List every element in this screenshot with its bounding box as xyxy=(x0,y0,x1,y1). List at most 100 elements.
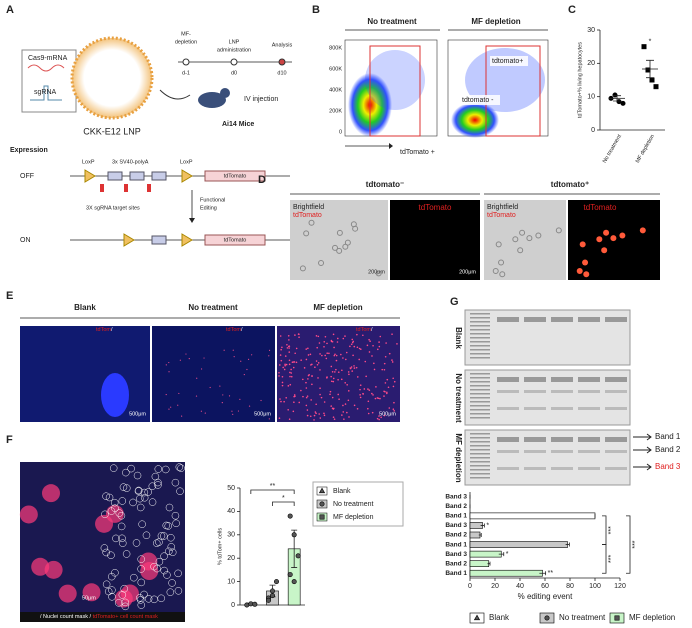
nucleus xyxy=(174,569,182,578)
cell xyxy=(378,345,381,348)
cell xyxy=(289,371,291,374)
y-tick-label: 30 xyxy=(587,27,595,34)
targets-label: 3X sgRNA target sites xyxy=(86,205,140,211)
y-tick-label: 30 xyxy=(227,532,235,539)
gel-band xyxy=(524,317,546,322)
cell xyxy=(221,402,223,404)
marker xyxy=(291,579,297,585)
cell xyxy=(279,398,281,400)
significance: * xyxy=(486,522,489,529)
timeline-label: administration xyxy=(217,47,251,53)
cell xyxy=(368,389,371,391)
timeline-label: Analysis xyxy=(272,42,293,48)
nucleus xyxy=(102,492,110,500)
gel-band xyxy=(605,437,627,442)
panel-letter: D xyxy=(258,174,266,186)
ladder-band xyxy=(470,329,490,331)
tissue-image xyxy=(20,326,150,422)
cell xyxy=(324,354,326,357)
cell xyxy=(355,366,358,369)
gate-label-bg xyxy=(460,95,500,105)
gate-label-bg xyxy=(490,56,528,66)
gel-band xyxy=(578,317,600,322)
nucleus xyxy=(160,552,168,560)
marker xyxy=(269,593,275,599)
cell xyxy=(378,341,380,343)
cell xyxy=(376,417,379,420)
cell xyxy=(332,407,335,410)
nucleus xyxy=(112,534,120,543)
error-bar xyxy=(646,59,654,79)
nucleus xyxy=(154,465,163,473)
ladder-band xyxy=(470,449,490,451)
cell xyxy=(294,395,296,398)
ladder-band xyxy=(470,349,490,351)
gel-band xyxy=(551,467,573,470)
bar xyxy=(469,569,543,577)
marker xyxy=(620,100,626,106)
marker xyxy=(653,84,659,90)
nucleus xyxy=(171,511,180,520)
cell xyxy=(601,247,608,254)
nucleus xyxy=(137,555,145,563)
cell xyxy=(279,354,282,356)
y-tick-label: 600K xyxy=(329,66,342,72)
scale-label: 200μm xyxy=(368,269,385,275)
cell xyxy=(347,390,350,392)
cell xyxy=(373,368,376,371)
cell xyxy=(582,259,589,266)
cell xyxy=(303,230,310,237)
cell xyxy=(495,241,502,248)
nucleus xyxy=(136,594,144,602)
cell xyxy=(310,399,312,401)
y-tick-label: Band 3 xyxy=(445,522,467,529)
cell xyxy=(305,404,308,407)
channel-name: tdTom xyxy=(226,327,241,333)
cell xyxy=(295,361,298,364)
channel-label: tdTomato xyxy=(487,212,516,219)
x-tick-label: No treatment xyxy=(602,133,623,164)
target-site xyxy=(100,184,104,192)
cell xyxy=(280,348,282,351)
cell xyxy=(335,359,338,362)
cell xyxy=(319,369,321,371)
cell xyxy=(330,365,333,368)
bar xyxy=(469,512,596,520)
cell xyxy=(391,359,393,361)
nucleus xyxy=(138,520,146,528)
ladder-band xyxy=(470,337,490,339)
cell xyxy=(367,400,370,403)
cell xyxy=(290,375,293,378)
legend-label: MF depletion xyxy=(333,514,374,521)
cell xyxy=(318,413,320,415)
legend xyxy=(312,481,404,527)
cell xyxy=(350,366,353,368)
gel-band xyxy=(497,467,519,470)
nucleus xyxy=(129,498,137,507)
cell xyxy=(359,394,361,396)
nucleus xyxy=(144,488,152,496)
panel-b: B No treatment MF depletion tdtomato+ td… xyxy=(312,4,549,156)
nucleus xyxy=(102,580,111,589)
cell xyxy=(307,347,309,350)
nucleus xyxy=(142,531,151,540)
marker xyxy=(319,514,325,520)
significance-bracket xyxy=(272,501,295,506)
cell xyxy=(336,341,339,343)
nucleus xyxy=(157,532,166,540)
marker xyxy=(318,487,326,494)
ladder-band xyxy=(470,345,490,347)
nucleus xyxy=(115,509,124,517)
significance-bracket xyxy=(626,515,631,574)
cell xyxy=(58,584,77,603)
group-title: tdtomato⁺ xyxy=(551,180,589,189)
cell xyxy=(178,392,180,395)
gel-row-label: Blank xyxy=(454,327,463,349)
cell xyxy=(317,377,319,379)
cell xyxy=(323,401,326,403)
y-tick-label: Band 2 xyxy=(445,560,467,567)
nucleus xyxy=(137,565,145,573)
cell xyxy=(319,417,322,419)
cell xyxy=(293,361,296,363)
